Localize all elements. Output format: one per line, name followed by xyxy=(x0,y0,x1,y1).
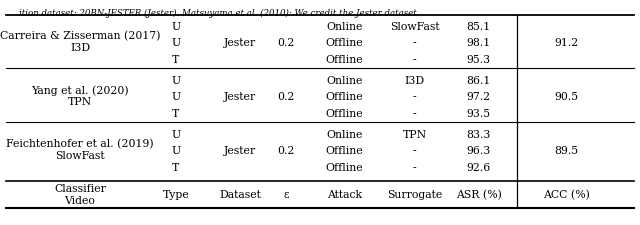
Text: I3D: I3D xyxy=(70,43,90,53)
Text: ε: ε xyxy=(284,190,289,200)
Text: I3D: I3D xyxy=(404,76,425,86)
Text: ACC (%): ACC (%) xyxy=(543,190,590,200)
Text: 86.1: 86.1 xyxy=(467,76,491,86)
Text: Online: Online xyxy=(326,130,362,140)
Text: TPN: TPN xyxy=(403,130,427,140)
Text: Offline: Offline xyxy=(326,38,363,48)
Text: 90.5: 90.5 xyxy=(554,92,579,102)
Text: 0.2: 0.2 xyxy=(277,146,295,156)
Text: 98.1: 98.1 xyxy=(467,38,491,48)
Text: -: - xyxy=(413,146,417,156)
Text: -: - xyxy=(413,163,417,173)
Text: Dataset: Dataset xyxy=(219,190,261,200)
Text: 83.3: 83.3 xyxy=(467,130,491,140)
Text: 0.2: 0.2 xyxy=(277,92,295,102)
Text: ition dataset: 20BN-JESTER (Jester). Matsuyama et al. (2010): We credit the Jest: ition dataset: 20BN-JESTER (Jester). Mat… xyxy=(19,9,417,18)
Text: Yang et al. (2020): Yang et al. (2020) xyxy=(31,85,129,96)
Text: Offline: Offline xyxy=(326,92,363,102)
Text: U: U xyxy=(172,146,180,156)
Text: U: U xyxy=(172,92,180,102)
Text: T: T xyxy=(172,109,180,119)
Text: SlowFast: SlowFast xyxy=(390,22,440,32)
Text: Video: Video xyxy=(65,196,95,206)
Text: Offline: Offline xyxy=(326,146,363,156)
Text: Online: Online xyxy=(326,22,362,32)
Text: U: U xyxy=(172,38,180,48)
Text: Carreira & Zisserman (2017): Carreira & Zisserman (2017) xyxy=(0,31,160,41)
Text: Jester: Jester xyxy=(224,146,256,156)
Text: 95.3: 95.3 xyxy=(467,55,491,65)
Text: 85.1: 85.1 xyxy=(467,22,491,32)
Text: Offline: Offline xyxy=(326,55,363,65)
Text: 91.2: 91.2 xyxy=(554,38,579,48)
Text: Surrogate: Surrogate xyxy=(387,190,442,200)
Text: T: T xyxy=(172,163,180,173)
Text: -: - xyxy=(413,55,417,65)
Text: U: U xyxy=(172,130,180,140)
Text: TPN: TPN xyxy=(68,97,92,107)
Text: Jester: Jester xyxy=(224,38,256,48)
Text: ASR (%): ASR (%) xyxy=(456,190,502,200)
Text: 0.2: 0.2 xyxy=(277,38,295,48)
Text: 97.2: 97.2 xyxy=(467,92,491,102)
Text: 93.5: 93.5 xyxy=(467,109,491,119)
Text: Feichtenhofer et al. (2019): Feichtenhofer et al. (2019) xyxy=(6,139,154,149)
Text: SlowFast: SlowFast xyxy=(55,151,105,161)
Text: T: T xyxy=(172,55,180,65)
Text: 92.6: 92.6 xyxy=(467,163,491,173)
Text: Jester: Jester xyxy=(224,92,256,102)
Text: Offline: Offline xyxy=(326,163,363,173)
Text: Attack: Attack xyxy=(327,190,362,200)
Text: Classifier: Classifier xyxy=(54,184,106,194)
Text: -: - xyxy=(413,92,417,102)
Text: Online: Online xyxy=(326,76,362,86)
Text: 96.3: 96.3 xyxy=(467,146,491,156)
Text: Offline: Offline xyxy=(326,109,363,119)
Text: U: U xyxy=(172,76,180,86)
Text: -: - xyxy=(413,38,417,48)
Text: -: - xyxy=(413,109,417,119)
Text: 89.5: 89.5 xyxy=(554,146,579,156)
Text: Type: Type xyxy=(163,190,189,200)
Text: U: U xyxy=(172,22,180,32)
